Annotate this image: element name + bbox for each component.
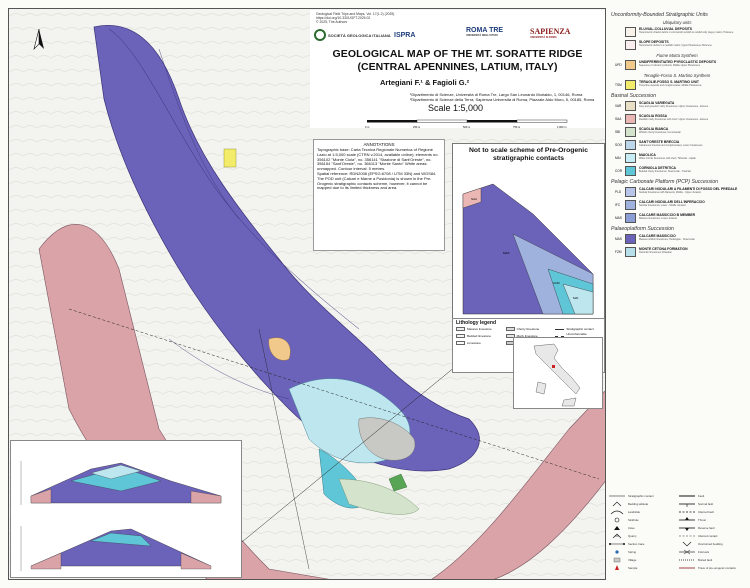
map-title: GEOLOGICAL MAP OF THE MT. SORATTE RIDGE — [332, 48, 583, 60]
legend-unit: IFC CALCARI NODULARI DELL'INFERACCIO Nodul… — [615, 200, 745, 210]
scale-tick: 0 m — [365, 125, 369, 129]
legend-unit: MAS CALCARE MASSICCIO B MEMBER Massive lim… — [615, 213, 745, 223]
romatre-logo: ROMA TRE UNIVERSITÀ DEGLI STUDI — [466, 27, 504, 37]
authors: Artegiani F.¹ & Fagioli G.² — [380, 78, 470, 87]
fault-trace — [68, 308, 600, 480]
fault-trace — [208, 338, 490, 570]
legend-unit: ELUVIAL-COLLUVIAL DEPOSITS Heterometric c… — [615, 27, 745, 37]
legend-unit: UPD UNDIFFERENTIATED PYROCLASTIC DEPOSITS… — [615, 60, 745, 70]
legend-unit: TSM TERAGLIE-FOSSO S. MARTINO UNIT Travert… — [615, 80, 745, 90]
sapienza-logo: SAPIENZA UNIVERSITÀ DI ROMA — [530, 27, 571, 39]
lithology-item: Stratigraphic contact — [555, 327, 601, 331]
legend-heading: Unconformity-Bounded Stratigraphic Units — [611, 12, 708, 18]
symbol-item: Sinkhole — [609, 517, 675, 523]
symbol-item: Quarry — [609, 533, 675, 539]
symbol-item: Landslide — [609, 509, 675, 515]
annotations-box: ANNOTATIONS Topographic base: Carta Tecn… — [313, 139, 445, 251]
symbol-item: Cave — [609, 525, 675, 531]
legend-unit: PLD CALCARI NODULARI A FILAMENTI DI FOSSO… — [615, 187, 745, 197]
lithology-item: Limestone — [456, 341, 502, 345]
legend-subheading: Fiume Marta Synthem — [656, 53, 698, 58]
scale-tick: 500 m — [463, 125, 470, 129]
lithology-item: Massive limestone — [456, 327, 502, 331]
north-arrow — [33, 28, 45, 56]
legend-unit: SLOPE DEPOSITS Heterometric debris in a r… — [615, 40, 745, 50]
scheme-title: Not to scale scheme of Pre-Orogenic stra… — [469, 147, 588, 162]
legend-heading: Palaeoplatform Succession — [611, 226, 674, 232]
legend-unit: SBI SCAGLIA BIANCA Whitish cherty limeston… — [615, 127, 745, 137]
symbol-item: Trace of pre-orogenic contacts — [679, 566, 736, 570]
lithology-title: Lithology legend — [456, 320, 496, 326]
scale-tick: 250 m — [413, 125, 420, 129]
symbol-item: Thrust — [679, 517, 745, 523]
scale-tick: 750 m — [513, 125, 520, 129]
fault-trace — [258, 328, 310, 570]
map-subtitle: (CENTRAL APENNINES, LATIUM, ITALY) — [357, 61, 558, 73]
symbol-item: Fault — [679, 494, 705, 498]
italy-locator-inset — [513, 337, 603, 409]
affiliations: ¹Dipartimento di Scienze, Università di … — [410, 92, 595, 102]
scheme-label: MAS — [503, 251, 510, 255]
legend-heading: Basinal Succession — [611, 93, 656, 99]
symbol-legend: Stratigraphic contact Fault Bedding atti… — [609, 493, 745, 571]
symbol-item: Reverse fault — [679, 525, 745, 531]
symbol-item: Spring — [609, 549, 675, 555]
symbol-item: Bedding attitude — [609, 501, 675, 507]
symbol-item: Buried fault — [679, 558, 713, 562]
legend-subheading: Ubiquitary units — [662, 20, 692, 25]
symbol-item: Inferred contact — [679, 534, 718, 538]
lithology-item: Marly limestone — [505, 332, 552, 340]
legend-unit: COR CORNIOLA DETRITICA Bedded cherty limes… — [615, 166, 745, 176]
symbol-item: Overturned bedding — [679, 541, 745, 547]
legend-unit: MAS CALCARE MASSICCIO Massive whitish lime… — [615, 234, 745, 244]
legend-unit: FZM MONTE CETONA FORMATION Dolomitic limes… — [615, 247, 745, 257]
scale-tick: 1,000 m — [557, 125, 566, 129]
geological-cross-sections — [10, 440, 242, 578]
scheme-label: SAA — [471, 197, 477, 201]
scale-label: Scale 1:5,000 — [428, 103, 484, 113]
location-marker — [552, 365, 555, 368]
legend-unit: VAR SCAGLIA VARIEGATA Grey and greenish ma… — [615, 101, 745, 111]
unit-calcare-massiccio — [93, 25, 480, 472]
symbol-item: Village — [609, 557, 675, 563]
logo-bar: SOCIETÀ GEOLOGICA ITALIANA ISPRA ROMA TR… — [314, 27, 600, 45]
symbol-item: Stratigraphic contact — [609, 494, 654, 498]
journal-meta: Geological Field Trips and Maps, Vol. 17… — [316, 12, 395, 24]
map-legend: Unconformity-Bounded Stratigraphic Units… — [609, 10, 745, 580]
legend-unit: MAI MAIOLICA White micritic limestones wit… — [615, 153, 745, 163]
stratigraphic-scheme: Not to scale scheme of Pre-Orogenic stra… — [452, 143, 605, 333]
legend-subheading: Tenaglie-Fosso S. Martino Synthem — [643, 73, 711, 78]
symbol-item: Fold axis — [679, 549, 745, 555]
unit-scaglia-bianca — [338, 478, 420, 515]
unit-travertine — [223, 148, 237, 168]
legend-unit: SAA SCAGLIA ROSSA Reddish marly limestones… — [615, 114, 745, 124]
scale-bar: 0 m 250 m 500 m 750 m 1,000 m — [365, 116, 570, 129]
unit-pyroclastic — [268, 337, 291, 361]
symbol-item: Inferred fault — [679, 510, 714, 514]
sgi-logo: SOCIETÀ GEOLOGICA ITALIANA — [314, 27, 391, 43]
lithology-item: Cherty limestone — [505, 327, 552, 331]
scheme-label: COR — [553, 281, 561, 285]
symbol-item: Sample — [609, 565, 675, 571]
scheme-label: MAI — [573, 296, 579, 300]
ispra-logo: ISPRA — [394, 31, 416, 39]
symbol-item: Section trace — [609, 541, 675, 547]
title-block: Geological Field Trips and Maps, Vol. 17… — [310, 10, 605, 129]
legend-unit: SOO SANT'ORESTE BRECCIA Calcareous breccia… — [615, 140, 745, 150]
symbol-item: Normal fault — [679, 502, 714, 507]
annotations-heading: ANNOTATIONS — [363, 142, 395, 147]
lithology-item: Bedded limestone — [456, 332, 502, 340]
legend-heading: Pelagic Carbonate Platform (PCP) Success… — [611, 179, 718, 185]
annotations-text: Topographic base: Carta Tecnica Regional… — [317, 147, 439, 191]
village-sant-oreste — [358, 417, 416, 461]
